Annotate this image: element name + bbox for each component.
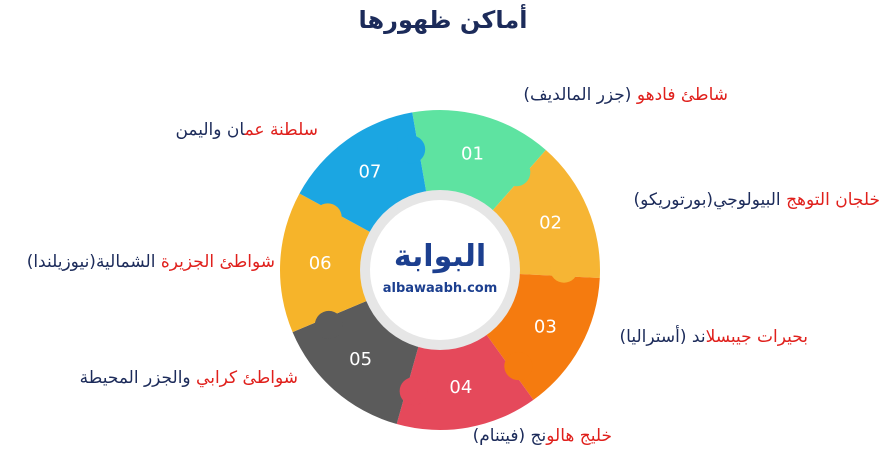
segment-label: خلجان التوهج البيولوجي(بورتوريكو) [633,190,880,210]
piece-number: 04 [449,377,472,398]
piece-number: 05 [349,349,372,370]
puzzle-tab [549,254,578,283]
label-highlight: سلطنة عم [244,120,318,140]
puzzle-tab [397,135,426,164]
label-rest: ان واليمن [175,120,245,140]
segment-label: خليج هالونج (فيتنام) [473,426,612,446]
label-rest: نج (فيتنام) [472,426,547,446]
title: أماكن ظهورها [358,6,528,34]
puzzle-tab [313,203,342,232]
label-highlight: بحيرات جيبسلا [705,327,808,347]
puzzle-tab [399,377,428,406]
label-highlight: شواطئ الجزيرة [160,252,275,272]
puzzle-tab [502,158,531,187]
segment-label: سلطنة عمان واليمن [175,120,318,140]
puzzle-piece [396,328,534,430]
label-rest: الشمالية(نيوزيلندا) [26,252,156,272]
label-rest: ند (أستراليا) [619,327,706,347]
segment-label: شواطئ الجزيرة الشمالية(نيوزيلندا) [27,252,275,272]
puzzle-piece [412,110,546,217]
puzzle-tab [504,352,533,381]
piece-number: 02 [539,212,562,233]
center-disc [370,200,510,340]
label-rest: والجزر المحيطة [79,368,191,388]
label-highlight: خليج هالو [546,426,612,446]
segment-label: شواطئ كرابي والجزر المحيطة [80,368,298,388]
label-highlight: خلجان التوهج [786,190,880,210]
piece-number: 06 [309,253,332,274]
piece-number: 01 [461,143,484,164]
label-highlight: شاطئ فادهو [636,85,728,105]
puzzle-tab [314,310,343,339]
piece-number: 03 [534,316,557,337]
logo-name: البوابة [394,239,486,274]
label-rest: البيولوجي(بورتوريكو) [633,190,781,210]
label-rest: (جزر المالديف) [523,85,632,105]
label-highlight: شواطئ كرابي [196,368,298,388]
segment-label: شاطئ فادهو (جزر المالديف) [523,85,728,105]
segment-label: بحيرات جيبسلاند (أستراليا) [620,327,808,347]
piece-number: 07 [358,162,381,183]
puzzle-piece [280,193,377,333]
logo-site: albawaabh.com [383,281,498,296]
